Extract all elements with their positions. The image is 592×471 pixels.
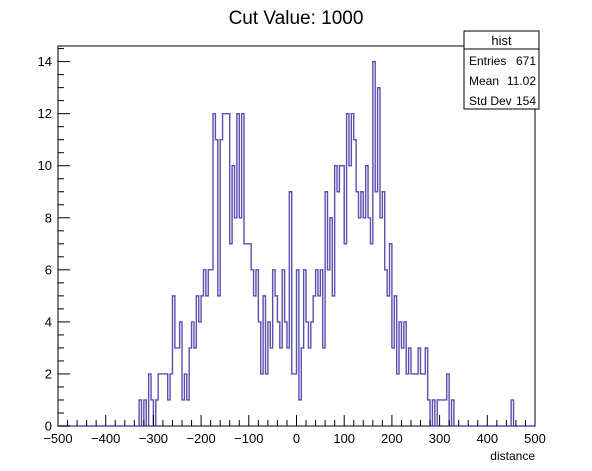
histogram-bar (280, 348, 282, 426)
histogram-bar (206, 296, 208, 426)
stats-label: Mean (469, 74, 499, 88)
x-tick-label: 400 (476, 431, 498, 446)
histogram-bar (368, 218, 370, 426)
x-tick-label: −500 (43, 431, 72, 446)
stats-label: Entries (469, 54, 506, 68)
histogram-bar (218, 296, 220, 426)
histogram-bars (139, 62, 513, 426)
histogram-bar (292, 374, 294, 426)
x-tick-label: −400 (91, 431, 120, 446)
histogram-bar (363, 218, 365, 426)
x-tick-label: 500 (524, 431, 546, 446)
stats-value: 11.02 (507, 74, 536, 88)
x-tick-label: −200 (186, 431, 215, 446)
x-tick-label: 200 (381, 431, 403, 446)
histogram-bar (163, 374, 165, 426)
histogram-bar (261, 374, 263, 426)
histogram-bar (230, 244, 232, 426)
histogram-bar (265, 374, 267, 426)
y-tick-label: 2 (45, 366, 52, 381)
histogram-bar (332, 296, 334, 426)
histogram-bar (359, 218, 361, 426)
x-axis: −500 −400 −300 −200 −100 0 100 200 300 400 500 (43, 415, 546, 446)
histogram-bar (225, 114, 227, 426)
histogram-bar (339, 166, 341, 426)
histogram-bar (392, 348, 394, 426)
x-tick-label: 300 (429, 431, 451, 446)
histogram-bar (239, 218, 241, 426)
histogram-bar (168, 400, 170, 426)
y-tick-label: 8 (45, 210, 52, 225)
histogram-bar (270, 348, 272, 426)
y-axis: 0 2 4 6 8 10 12 14 (38, 48, 70, 434)
histogram-bar (442, 400, 444, 426)
histogram-bar (406, 374, 408, 426)
histogram-bar (194, 348, 196, 426)
histogram-bar (254, 296, 256, 426)
histogram-bar (246, 244, 248, 426)
stats-box: hist Entries 671 Mean 11.02 Std Dev 154 (463, 30, 540, 110)
histogram-bar (234, 218, 236, 426)
histogram-bar (375, 192, 377, 426)
stats-value: 154 (516, 94, 536, 108)
histogram-bar (421, 374, 423, 426)
histogram-bar (401, 348, 403, 426)
histogram-bar (356, 192, 358, 426)
histogram-bar (349, 166, 351, 426)
histogram-outline (58, 60, 535, 427)
histogram-bar (211, 270, 213, 426)
y-tick-label: 14 (38, 54, 52, 69)
histogram-bar (199, 322, 201, 426)
histogram-bar (370, 244, 372, 426)
histogram-bar (344, 244, 346, 426)
histogram-bar (161, 374, 163, 426)
histogram-bar (328, 270, 330, 426)
histogram-bar (177, 348, 179, 426)
histogram-bar (308, 348, 310, 426)
stats-value: 671 (516, 54, 536, 68)
histogram-bar (387, 296, 389, 426)
stats-box-title: hist (491, 33, 512, 48)
y-tick-label: 12 (38, 106, 52, 121)
histogram-bar (444, 400, 446, 426)
histogram-bar (411, 374, 413, 426)
histogram-bar (187, 400, 189, 426)
y-tick-label: 6 (45, 262, 52, 277)
y-tick-label: 10 (38, 158, 52, 173)
x-tick-label: 0 (293, 431, 300, 446)
histogram-bar (323, 348, 325, 426)
histogram-bar (337, 192, 339, 426)
histogram-bar (416, 374, 418, 426)
chart-title: Cut Value: 1000 (229, 8, 364, 29)
stats-box-frame (463, 30, 540, 110)
stats-label: Std Dev (469, 94, 512, 108)
histogram-bar (397, 374, 399, 426)
y-tick-label: 4 (45, 314, 52, 329)
histogram-bar (244, 244, 246, 426)
x-tick-label: −300 (139, 431, 168, 446)
histogram-bar (249, 244, 251, 426)
histogram-bar (380, 218, 382, 426)
x-axis-label: distance (490, 449, 535, 463)
histogram-bar (361, 192, 363, 426)
y-tick-label: 0 (45, 419, 52, 434)
x-tick-label: 100 (333, 431, 355, 446)
histogram-bar (223, 114, 225, 426)
histogram-bar (299, 400, 301, 426)
x-tick-label: −100 (234, 431, 263, 446)
histogram-bar (175, 348, 177, 426)
histogram-bar (287, 348, 289, 426)
histogram-bar (423, 374, 425, 426)
histogram-bar (318, 296, 320, 426)
histogram-bar (413, 374, 415, 426)
